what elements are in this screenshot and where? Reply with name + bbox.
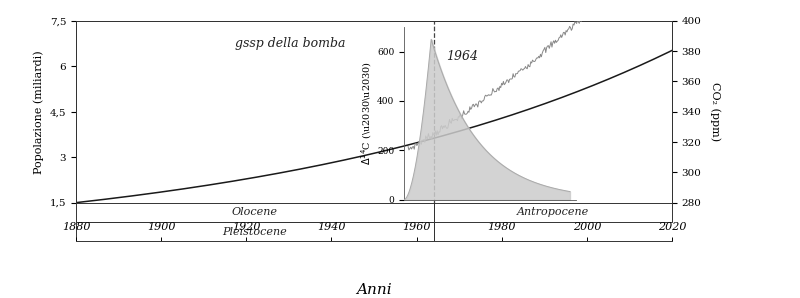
Y-axis label: Popolazione (miliardi): Popolazione (miliardi) xyxy=(34,50,44,173)
Bar xyxy=(76,203,434,222)
Text: Olocene: Olocene xyxy=(232,207,278,217)
Text: Pleistocene: Pleistocene xyxy=(222,227,287,237)
Text: gssp della bomba: gssp della bomba xyxy=(235,37,346,50)
X-axis label: Anni: Anni xyxy=(356,283,392,297)
Y-axis label: $\Delta^{14}$C (\u2030\u2030): $\Delta^{14}$C (\u2030\u2030) xyxy=(359,61,374,165)
Y-axis label: CO₂ (ppm): CO₂ (ppm) xyxy=(710,82,721,141)
Text: 1964: 1964 xyxy=(446,50,478,63)
Text: Antropocene: Antropocene xyxy=(517,207,589,217)
Bar xyxy=(434,203,672,222)
Bar xyxy=(76,222,434,241)
